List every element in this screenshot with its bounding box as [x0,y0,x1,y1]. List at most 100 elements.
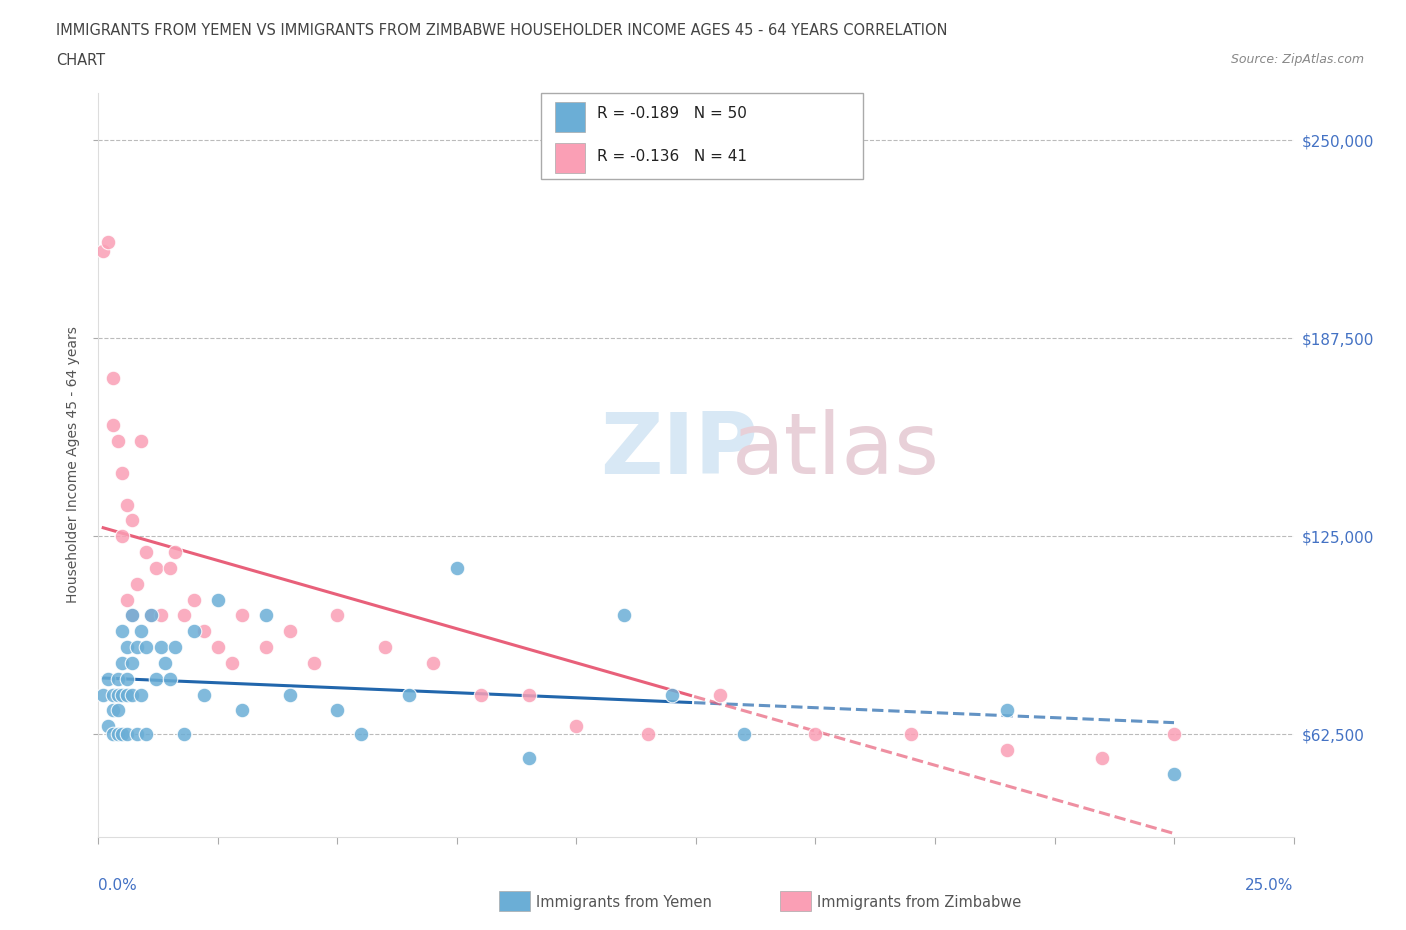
Point [145,671,167,686]
Y-axis label: Householder Income Ages 45 - 64 years: Householder Income Ages 45 - 64 years [66,326,80,604]
Point [131,687,153,702]
Point [398,687,420,702]
Point [139,608,162,623]
Point [517,751,540,765]
Point [565,719,588,734]
Text: atlas: atlas [733,408,939,492]
Point [995,703,1018,718]
Point [101,370,124,385]
Text: Immigrants from Zimbabwe: Immigrants from Zimbabwe [817,895,1021,910]
Point [804,726,827,741]
Point [149,640,172,655]
Point [115,687,138,702]
Point [207,592,229,607]
Point [302,656,325,671]
Point [101,418,124,432]
Text: R = -0.189   N = 50: R = -0.189 N = 50 [596,106,747,121]
Text: CHART: CHART [56,53,105,68]
Point [107,687,129,702]
Text: R = -0.136   N = 41: R = -0.136 N = 41 [596,149,747,164]
Point [145,561,167,576]
Point [107,703,129,718]
Point [101,687,124,702]
Point [125,640,148,655]
Point [326,703,349,718]
Text: Source: ZipAtlas.com: Source: ZipAtlas.com [1230,53,1364,66]
Text: IMMIGRANTS FROM YEMEN VS IMMIGRANTS FROM ZIMBABWE HOUSEHOLDER INCOME AGES 45 - 6: IMMIGRANTS FROM YEMEN VS IMMIGRANTS FROM… [56,23,948,38]
Point [173,726,195,741]
Point [517,687,540,702]
Point [115,671,138,686]
Point [350,726,373,741]
Point [637,726,659,741]
Point [733,726,755,741]
Bar [555,143,585,173]
Point [131,433,153,448]
Point [121,608,143,623]
Point [374,640,396,655]
Point [107,671,129,686]
Point [115,592,138,607]
Point [91,687,114,702]
Point [97,234,120,249]
Point [183,592,205,607]
Point [193,687,215,702]
Point [111,624,134,639]
Point [111,726,134,741]
Text: Immigrants from Yemen: Immigrants from Yemen [536,895,711,910]
Point [135,726,157,741]
Point [207,640,229,655]
Point [111,656,134,671]
Point [107,726,129,741]
Point [121,687,143,702]
Point [155,656,177,671]
Point [149,608,172,623]
Point [163,640,186,655]
Point [163,545,186,560]
Point [221,656,243,671]
Point [135,545,157,560]
Point [254,608,277,623]
Point [613,608,636,623]
Point [125,577,148,591]
Text: ZIP: ZIP [600,408,758,492]
Point [995,742,1018,757]
Point [115,640,138,655]
Point [111,687,134,702]
Bar [540,93,863,179]
Point [159,561,181,576]
Point [326,608,349,623]
Point [121,513,143,528]
Point [115,726,138,741]
Point [97,719,120,734]
Point [111,466,134,481]
Point [101,703,124,718]
Point [231,703,253,718]
Point [193,624,215,639]
Point [231,608,253,623]
Point [1163,766,1185,781]
Point [254,640,277,655]
Point [446,561,468,576]
Point [125,726,148,741]
Point [101,726,124,741]
Point [422,656,444,671]
Point [107,433,129,448]
Point [97,671,120,686]
Point [183,624,205,639]
Point [115,498,138,512]
Point [1163,726,1185,741]
Point [131,624,153,639]
Point [173,608,195,623]
Point [159,671,181,686]
Point [470,687,492,702]
Point [121,656,143,671]
Text: 0.0%: 0.0% [98,878,138,893]
Point [278,624,301,639]
Point [139,608,162,623]
Point [661,687,683,702]
Text: 25.0%: 25.0% [1246,878,1294,893]
Point [91,244,114,259]
Point [1091,751,1114,765]
Point [135,640,157,655]
